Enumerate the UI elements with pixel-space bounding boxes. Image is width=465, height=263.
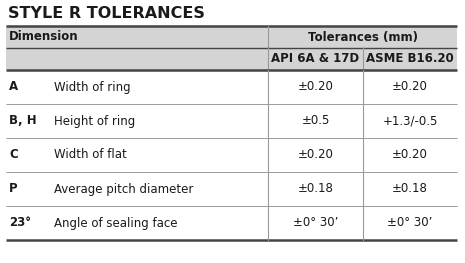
Text: A: A <box>9 80 18 94</box>
Bar <box>6 26 457 48</box>
Text: ±0.18: ±0.18 <box>392 183 428 195</box>
Text: ±0.18: ±0.18 <box>298 183 333 195</box>
Text: Height of ring: Height of ring <box>54 114 135 128</box>
Bar <box>6 48 457 70</box>
Text: Tolerances (mm): Tolerances (mm) <box>307 31 418 43</box>
Text: ±0.20: ±0.20 <box>392 149 428 161</box>
Text: ±0° 30’: ±0° 30’ <box>387 216 433 230</box>
Text: ±0.20: ±0.20 <box>298 149 333 161</box>
Text: Width of flat: Width of flat <box>54 149 127 161</box>
Text: +1.3/-0.5: +1.3/-0.5 <box>382 114 438 128</box>
Text: Dimension: Dimension <box>9 31 79 43</box>
Text: ±0.5: ±0.5 <box>301 114 330 128</box>
Text: ±0° 30’: ±0° 30’ <box>293 216 338 230</box>
Text: 23°: 23° <box>9 216 31 230</box>
Text: ASME B16.20: ASME B16.20 <box>366 53 454 65</box>
Text: ±0.20: ±0.20 <box>392 80 428 94</box>
Text: Average pitch diameter: Average pitch diameter <box>54 183 193 195</box>
Text: P: P <box>9 183 18 195</box>
Text: STYLE R TOLERANCES: STYLE R TOLERANCES <box>8 6 205 21</box>
Text: Angle of sealing face: Angle of sealing face <box>54 216 178 230</box>
Text: C: C <box>9 149 18 161</box>
Text: ±0.20: ±0.20 <box>298 80 333 94</box>
Text: API 6A & 17D: API 6A & 17D <box>272 53 359 65</box>
Text: Width of ring: Width of ring <box>54 80 131 94</box>
Text: B, H: B, H <box>9 114 37 128</box>
